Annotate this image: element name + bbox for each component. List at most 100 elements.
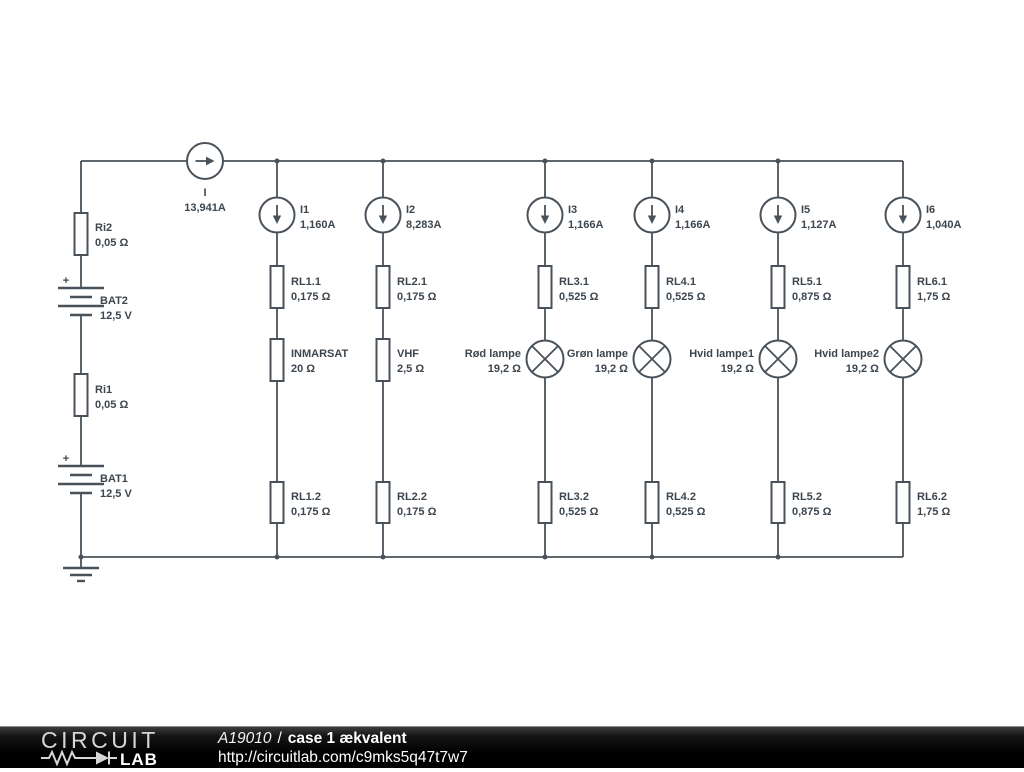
branch-4: I4 1,166A RL4.1 0,525 Ω Grøn lampe 19,2 …	[567, 161, 711, 557]
resistor-value: 0,05 Ω	[95, 237, 128, 249]
branch-5: I5 1,127A RL5.1 0,875 Ω Hvid lampe1 19,2…	[689, 161, 837, 557]
diode-icon	[96, 751, 117, 764]
resistor-value: 0,05 Ω	[95, 399, 128, 411]
ammeter-I1	[258, 196, 296, 234]
ammeter-value: 1,040A	[926, 219, 962, 231]
circuit-schematic: Ri2 0,05 Ω + BAT2 12,5 V Ri1 0,05 Ω + BA…	[58, 142, 962, 583]
title-separator: /	[277, 729, 282, 747]
load-resistor-INMARSAT	[269, 338, 285, 382]
ammeter-value: 1,160A	[300, 219, 336, 231]
battery-BAT1: +	[58, 453, 104, 495]
resistor-value: 1,75 Ω	[917, 291, 950, 303]
junction-dot	[78, 554, 84, 560]
circuitlab-logo-icon: CIRCUIT LAB	[41, 727, 159, 769]
diode-triangle	[96, 751, 109, 764]
resistor-label: RL5.2	[792, 491, 822, 503]
ammeter-value: 8,283A	[406, 219, 442, 231]
down-arrowhead-icon	[647, 215, 657, 224]
load-value: 19,2 Ω	[595, 363, 628, 375]
battery-label: BAT2	[100, 295, 128, 307]
load-label: VHF	[397, 348, 419, 360]
lamp-gron-lampe	[632, 339, 672, 379]
source-branch: Ri2 0,05 Ω + BAT2 12,5 V Ri1 0,05 Ω + BA…	[58, 161, 132, 583]
lamp-hvid-lampe2	[883, 339, 923, 379]
resistor-RL6.2	[895, 481, 911, 524]
load-label: INMARSAT	[291, 348, 349, 360]
resistor-value: 0,525 Ω	[666, 291, 706, 303]
footer-bar: CIRCUIT LAB A19010 / case 1 ækvalent http:…	[0, 726, 1024, 769]
load-label: Rød lampe	[465, 348, 521, 360]
footer-meta: A19010 / case 1 ækvalent http://circuitlab…	[218, 729, 468, 767]
resistor-RL5.2	[770, 481, 786, 524]
ground-icon	[63, 566, 99, 583]
resistor-label: RL6.1	[917, 276, 947, 288]
ammeter-I5	[759, 196, 797, 234]
circuitlab-logo: CIRCUIT LAB	[40, 727, 192, 769]
branch-3: I3 1,166A RL3.1 0,525 Ω Rød lampe 19,2 Ω…	[465, 161, 604, 557]
ammeter-I6	[884, 196, 922, 234]
ammeter-I4	[633, 196, 671, 234]
down-arrowhead-icon	[898, 215, 908, 224]
resistor-value: 0,525 Ω	[559, 291, 599, 303]
resistor-Ri1	[73, 373, 89, 417]
load-value: 19,2 Ω	[721, 363, 754, 375]
load-value: 2,5 Ω	[397, 363, 424, 375]
branch-2: I2 8,283A RL2.1 0,175 Ω VHF 2,5 Ω RL2.2 …	[364, 161, 442, 557]
ammeter-I: I 13,941A	[184, 142, 226, 214]
ammeter-label: I6	[926, 204, 935, 216]
schematic-id: A19010	[218, 729, 272, 747]
resistor-value: 0,175 Ω	[397, 506, 437, 518]
resistor-label: RL5.1	[792, 276, 822, 288]
resistor-label: RL1.2	[291, 491, 321, 503]
resistor-RL1.2	[269, 481, 285, 524]
load-label: Grøn lampe	[567, 348, 628, 360]
schematic-url: http://circuitlab.com/c9mks5q47t7w7	[218, 748, 468, 766]
load-label: Hvid lampe2	[814, 348, 879, 360]
schematic-name: case 1 ækvalent	[287, 729, 407, 747]
ammeter-value: 1,166A	[675, 219, 711, 231]
battery-value: 12,5 V	[100, 310, 132, 322]
resistor-value: 0,175 Ω	[397, 291, 437, 303]
resistor-value: 0,175 Ω	[291, 506, 331, 518]
battery-plus-sign: +	[63, 275, 69, 287]
load-value: 19,2 Ω	[488, 363, 521, 375]
down-arrowhead-icon	[378, 215, 388, 224]
ammeter-label: I1	[300, 204, 309, 216]
resistor-label: Ri1	[95, 384, 112, 396]
lamp-cross	[638, 345, 666, 373]
resistor-value: 1,75 Ω	[917, 506, 950, 518]
resistor-RL2.1	[375, 265, 391, 309]
branch-1: I1 1,160A RL1.1 0,175 Ω INMARSAT 20 Ω RL…	[258, 161, 349, 557]
lamp-rod-lampe	[525, 339, 565, 379]
load-label: Hvid lampe1	[689, 348, 754, 360]
lamp-cross	[531, 345, 559, 373]
battery-label: BAT1	[100, 473, 128, 485]
resistor-RL2.2	[375, 481, 391, 524]
down-arrowhead-icon	[272, 215, 282, 224]
resistor-label: RL3.2	[559, 491, 589, 503]
resistor-value: 0,875 Ω	[792, 506, 832, 518]
battery-plus-sign: +	[63, 453, 69, 465]
ammeter-label: I2	[406, 204, 415, 216]
resistor-label: Ri2	[95, 222, 112, 234]
logo-lab-text: LAB	[120, 750, 158, 767]
branch-6: I6 1,040A RL6.1 1,75 Ω Hvid lampe2 19,2 …	[814, 161, 962, 557]
resistor-label: RL2.2	[397, 491, 427, 503]
resistor-label: RL4.2	[666, 491, 696, 503]
resistor-value: 0,525 Ω	[559, 506, 599, 518]
ammeter-label: I3	[568, 204, 577, 216]
resistor-label: RL3.1	[559, 276, 589, 288]
resistor-RL3.2	[537, 481, 553, 524]
ammeter-label: I	[203, 187, 206, 199]
battery-BAT2: +	[58, 275, 104, 317]
resistor-RL3.1	[537, 265, 553, 309]
ammeter-value: 1,127A	[801, 219, 837, 231]
resistor-RL4.1	[644, 265, 660, 309]
resistor-zigzag-icon	[41, 748, 96, 767]
load-value: 20 Ω	[291, 363, 315, 375]
resistor-RL1.1	[269, 265, 285, 309]
right-arrowhead-icon	[206, 156, 215, 166]
logo-circuit-text: CIRCUIT	[41, 729, 159, 753]
ammeter-label: I4	[675, 204, 685, 216]
resistor-value: 0,525 Ω	[666, 506, 706, 518]
